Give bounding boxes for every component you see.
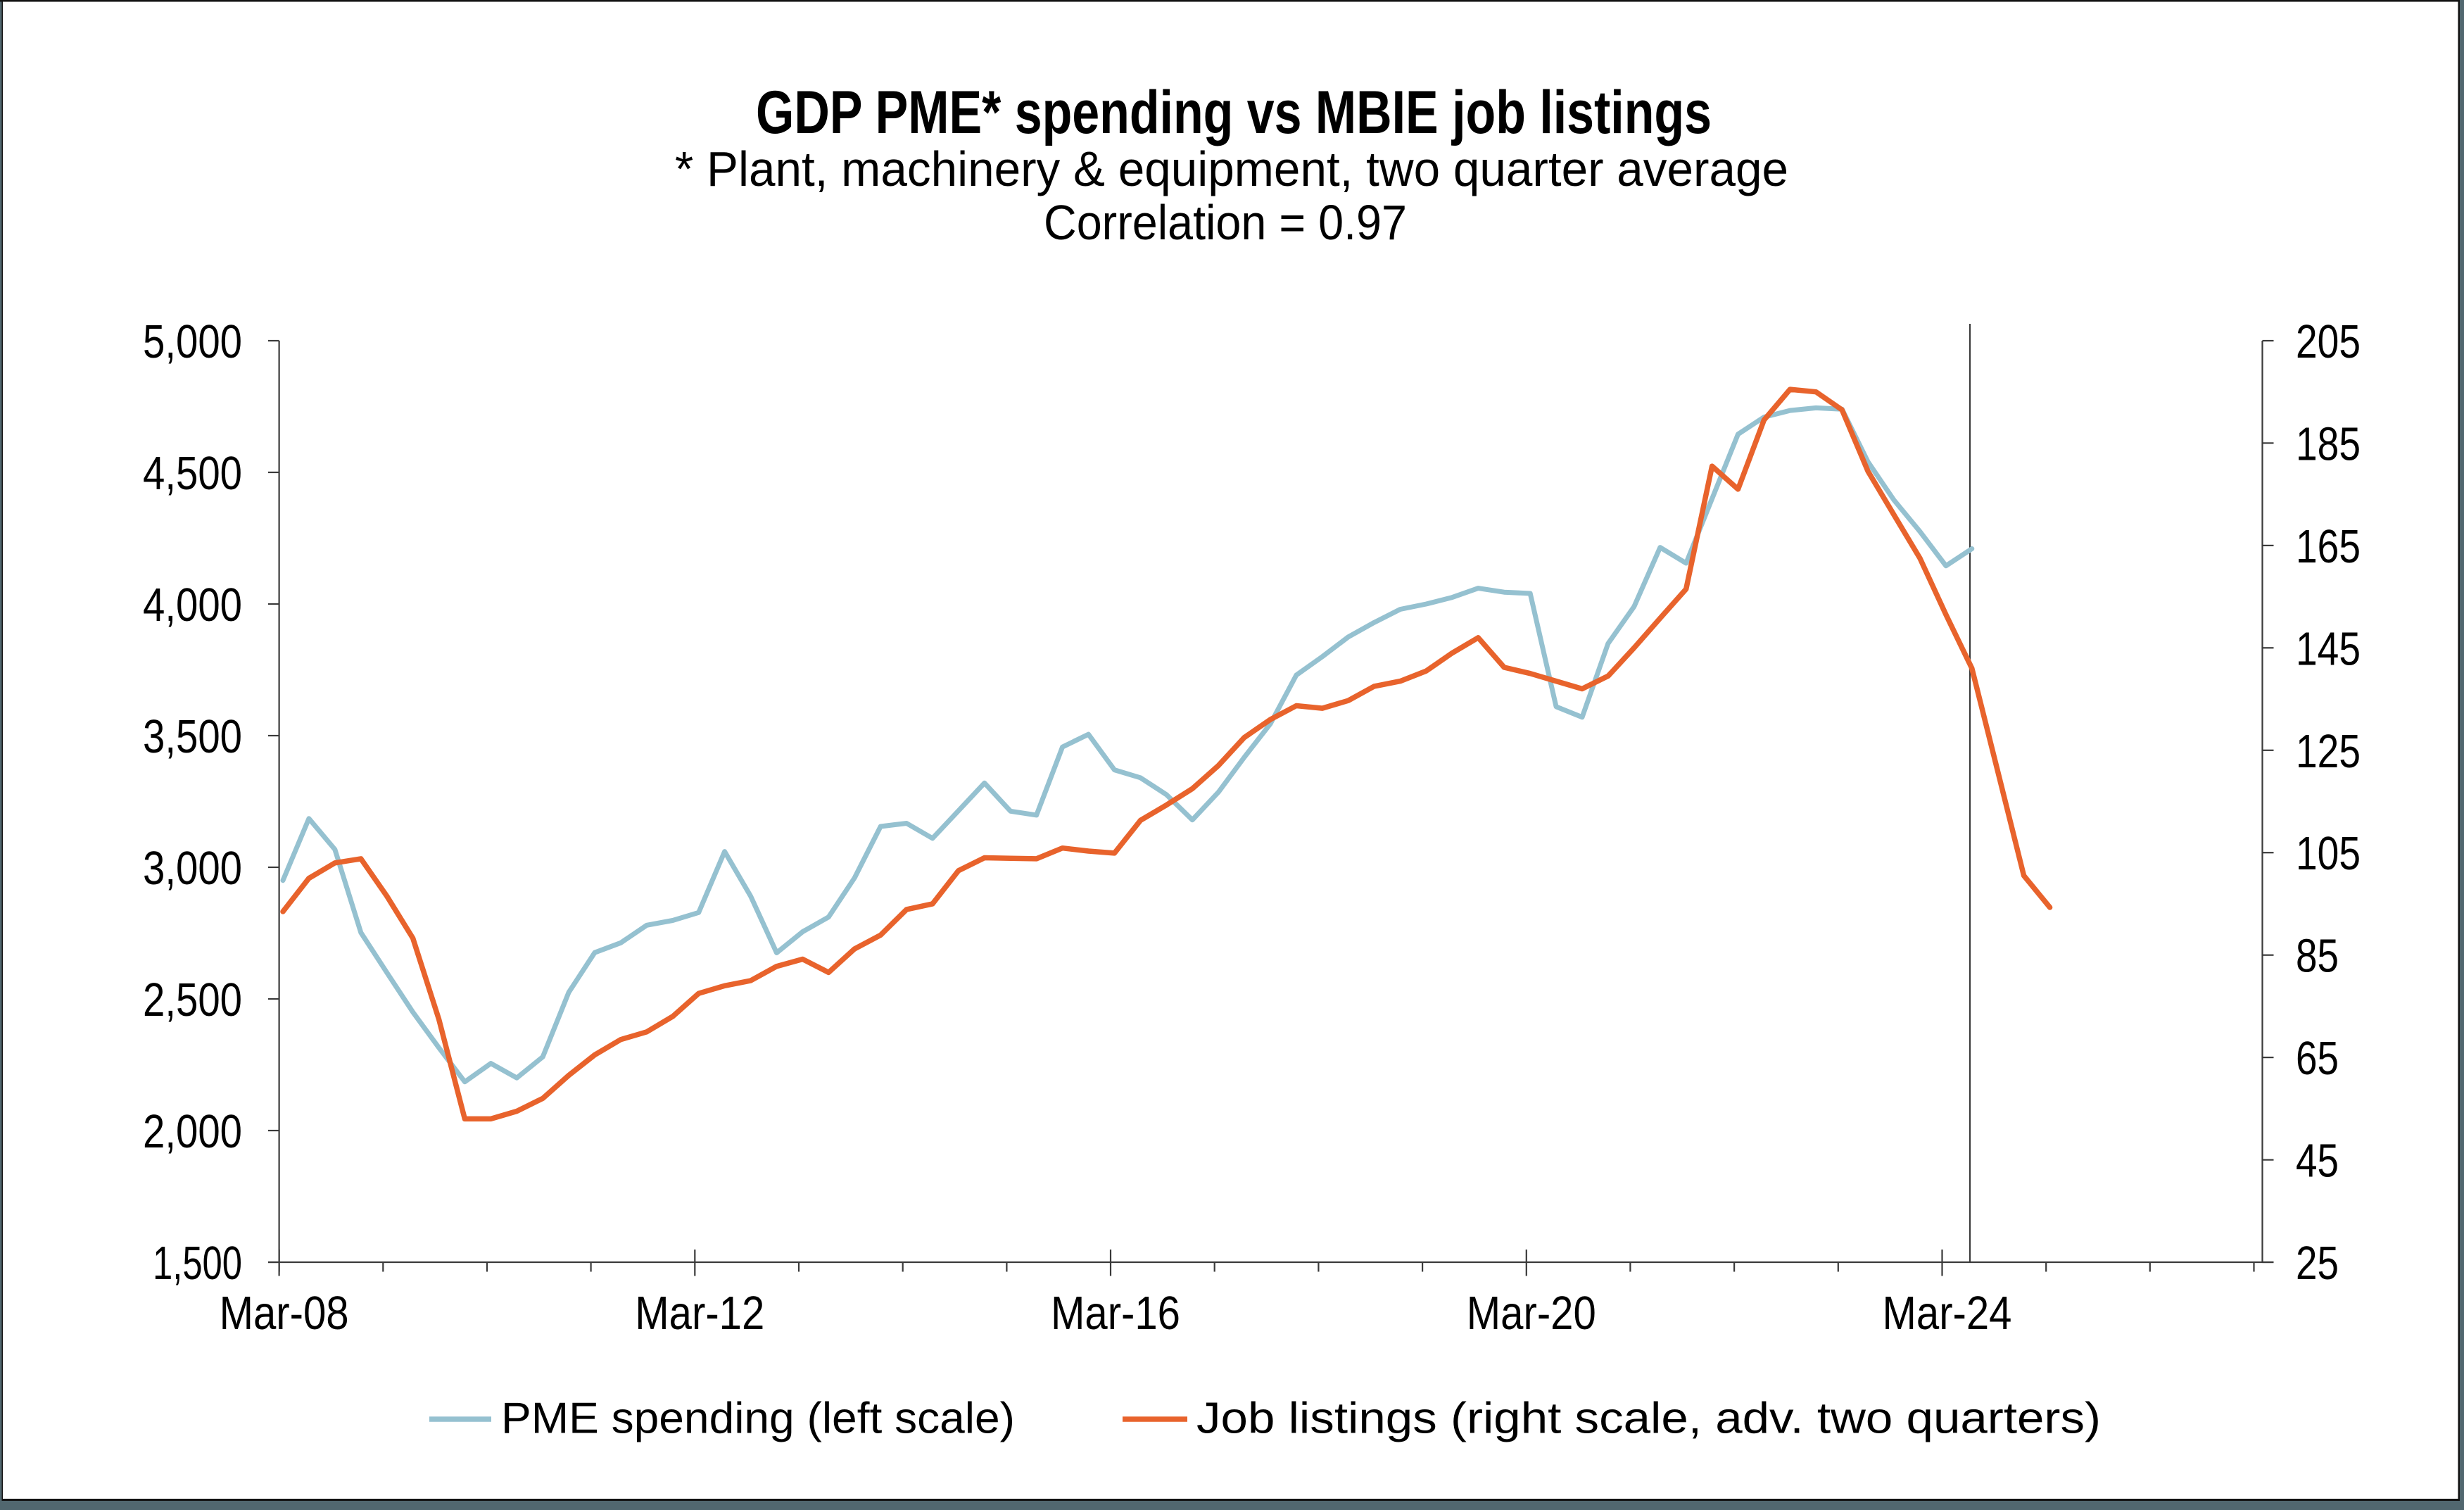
svg-text:GDP PME* spending vs MBIE job: GDP PME* spending vs MBIE job listings <box>756 79 1712 146</box>
svg-text:85: 85 <box>2296 930 2339 983</box>
svg-text:Mar-24: Mar-24 <box>1883 1287 2012 1340</box>
svg-text:5,000: 5,000 <box>143 315 242 368</box>
svg-text:Mar-16: Mar-16 <box>1051 1287 1180 1340</box>
svg-text:PME spending (left scale): PME spending (left scale) <box>501 1395 1015 1443</box>
svg-text:* Plant, machinery & equipment: * Plant, machinery & equipment, two quar… <box>675 141 1788 196</box>
svg-text:4,500: 4,500 <box>143 447 242 500</box>
svg-text:Job listings (right scale, adv: Job listings (right scale, adv. two quar… <box>1196 1395 2101 1443</box>
svg-text:205: 205 <box>2296 315 2361 368</box>
svg-text:Mar-08: Mar-08 <box>220 1287 349 1340</box>
svg-text:1,500: 1,500 <box>153 1237 242 1290</box>
svg-text:145: 145 <box>2296 622 2361 675</box>
svg-text:125: 125 <box>2296 725 2361 778</box>
svg-text:2,500: 2,500 <box>143 974 242 1026</box>
svg-text:Correlation = 0.97: Correlation = 0.97 <box>1044 195 1407 250</box>
svg-text:185: 185 <box>2296 417 2361 470</box>
svg-text:Mar-12: Mar-12 <box>635 1287 764 1340</box>
svg-text:3,500: 3,500 <box>143 710 242 763</box>
svg-text:105: 105 <box>2296 827 2361 880</box>
svg-text:165: 165 <box>2296 520 2361 573</box>
svg-text:3,000: 3,000 <box>143 842 242 895</box>
svg-text:2,000: 2,000 <box>143 1105 242 1158</box>
svg-text:45: 45 <box>2296 1135 2339 1188</box>
svg-text:Mar-20: Mar-20 <box>1467 1287 1596 1340</box>
svg-text:65: 65 <box>2296 1032 2339 1085</box>
svg-text:25: 25 <box>2296 1237 2339 1290</box>
svg-text:4,000: 4,000 <box>143 579 242 631</box>
